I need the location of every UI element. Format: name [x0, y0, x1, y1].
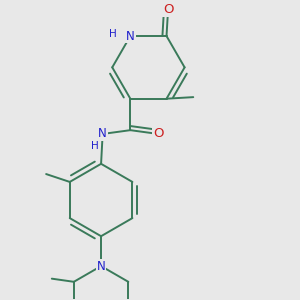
- Text: N: N: [97, 260, 106, 273]
- Text: H: H: [109, 28, 117, 38]
- Text: N: N: [98, 128, 107, 140]
- Text: O: O: [153, 128, 163, 140]
- Text: H: H: [91, 141, 99, 151]
- Text: N: N: [126, 29, 135, 43]
- Text: O: O: [163, 3, 173, 16]
